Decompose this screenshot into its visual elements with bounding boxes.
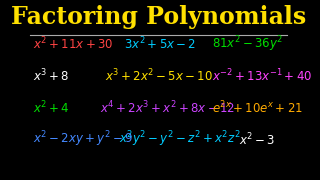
Text: $x^2y^2-y^2-z^2+x^2z^2$: $x^2y^2-y^2-z^2+x^2z^2$ (119, 130, 240, 149)
Text: $x^2+4$: $x^2+4$ (33, 99, 70, 116)
Text: $3x^2+5x-2$: $3x^2+5x-2$ (124, 36, 196, 52)
Text: $x^2-2xy+y^2-9$: $x^2-2xy+y^2-9$ (33, 130, 133, 149)
Text: $x^{-2}+13x^{-1}+40$: $x^{-2}+13x^{-1}+40$ (212, 68, 313, 84)
Text: $e^{2x}+10e^x+21$: $e^{2x}+10e^x+21$ (212, 99, 303, 116)
Text: $x^2+11x+30$: $x^2+11x+30$ (33, 36, 113, 52)
Text: $x^2-3$: $x^2-3$ (239, 131, 276, 148)
Text: $x^4+2x^3+x^2+8x-12$: $x^4+2x^3+x^2+8x-12$ (100, 99, 235, 116)
Text: $x^3+2x^2-5x-10$: $x^3+2x^2-5x-10$ (105, 68, 213, 84)
Text: $81x^2-36y^2$: $81x^2-36y^2$ (212, 34, 284, 54)
Text: Factoring Polynomials: Factoring Polynomials (11, 5, 307, 29)
Text: $x^3+8$: $x^3+8$ (33, 68, 69, 84)
